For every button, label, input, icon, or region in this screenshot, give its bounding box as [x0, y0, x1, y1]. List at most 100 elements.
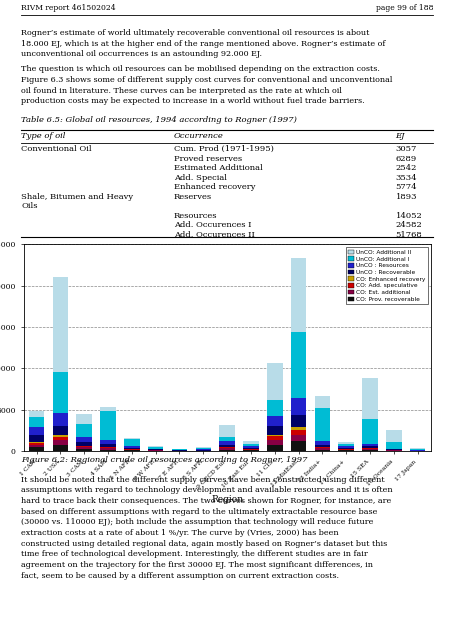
Bar — [243, 448, 258, 449]
Bar — [267, 435, 282, 436]
Text: Enhanced recovery: Enhanced recovery — [174, 183, 255, 191]
Bar — [362, 450, 377, 451]
Bar — [267, 400, 282, 417]
Bar — [124, 446, 139, 448]
Bar — [29, 428, 44, 435]
Bar — [53, 413, 68, 426]
Bar — [76, 436, 92, 442]
Bar — [100, 440, 115, 444]
X-axis label: Region: Region — [211, 495, 243, 504]
Bar — [362, 449, 377, 450]
Text: 1893: 1893 — [395, 193, 416, 201]
Bar — [314, 447, 329, 448]
Bar — [409, 449, 424, 450]
Bar — [147, 449, 163, 450]
Bar — [243, 450, 258, 451]
Bar — [267, 363, 282, 400]
Bar — [362, 419, 377, 444]
Bar — [267, 445, 282, 451]
Bar — [171, 449, 187, 450]
Bar — [219, 441, 235, 445]
Bar — [290, 258, 306, 332]
Bar — [290, 429, 306, 435]
Bar — [53, 276, 68, 372]
Bar — [362, 447, 377, 448]
Bar — [219, 449, 235, 451]
Text: Reserves: Reserves — [174, 193, 212, 201]
Text: Type of oil: Type of oil — [21, 132, 65, 140]
Bar — [243, 446, 258, 448]
Bar — [290, 441, 306, 451]
Text: Conventional Oil: Conventional Oil — [21, 145, 92, 153]
Text: RIVM report 461502024: RIVM report 461502024 — [21, 3, 115, 12]
Text: 6289: 6289 — [395, 155, 416, 163]
Bar — [338, 444, 353, 446]
Text: Shale, Bitumen and Heavy: Shale, Bitumen and Heavy — [21, 193, 133, 201]
Text: Table 6.5: Global oil resources, 1994 according to Rogner (1997): Table 6.5: Global oil resources, 1994 ac… — [21, 116, 296, 124]
Bar — [290, 435, 306, 441]
Bar — [267, 436, 282, 440]
Bar — [338, 450, 353, 451]
Text: 5774: 5774 — [395, 183, 416, 191]
Text: 3534: 3534 — [395, 173, 416, 182]
Bar — [53, 440, 68, 445]
Bar — [76, 414, 92, 424]
Text: 3057: 3057 — [395, 145, 416, 153]
Bar — [314, 441, 329, 445]
Bar — [29, 435, 44, 442]
Bar — [29, 411, 44, 417]
Bar — [29, 445, 44, 447]
Bar — [267, 426, 282, 435]
Bar — [385, 442, 400, 449]
Bar — [76, 442, 92, 446]
Bar — [314, 396, 329, 408]
Bar — [195, 448, 211, 449]
Bar — [267, 440, 282, 445]
Text: Add. Occurences II: Add. Occurences II — [174, 230, 254, 239]
Bar — [124, 448, 139, 449]
Bar — [362, 444, 377, 447]
Bar — [219, 447, 235, 448]
Bar — [338, 448, 353, 449]
Text: Proved reserves: Proved reserves — [174, 155, 242, 163]
Legend: UnCO: Additional II, UnCO: Additional I, UnCO : Resources, UnCO : Recoverable, C: UnCO: Additional II, UnCO: Additional I,… — [345, 247, 427, 304]
Text: Rogner’s estimate of world ultimately recoverable conventional oil resources is : Rogner’s estimate of world ultimately re… — [21, 29, 385, 58]
Bar — [314, 448, 329, 449]
Text: Oils: Oils — [21, 202, 38, 210]
Bar — [219, 437, 235, 441]
Bar — [195, 447, 211, 448]
Bar — [100, 444, 115, 447]
Text: page 99 of 188: page 99 of 188 — [375, 3, 432, 12]
Bar — [76, 424, 92, 436]
Bar — [100, 447, 115, 448]
Bar — [219, 448, 235, 449]
Bar — [53, 445, 68, 451]
Bar — [409, 448, 424, 449]
Bar — [219, 445, 235, 447]
Bar — [243, 444, 258, 446]
Bar — [338, 442, 353, 444]
Text: Add. Special: Add. Special — [174, 173, 226, 182]
Bar — [100, 411, 115, 440]
Bar — [76, 447, 92, 449]
Text: 2542: 2542 — [395, 164, 416, 172]
Bar — [243, 441, 258, 444]
Text: Estimated Additional: Estimated Additional — [174, 164, 262, 172]
Bar — [338, 446, 353, 448]
Bar — [53, 372, 68, 413]
Text: Cum. Prod (1971-1995): Cum. Prod (1971-1995) — [174, 145, 273, 153]
Bar — [100, 406, 115, 411]
Bar — [219, 425, 235, 437]
Bar — [124, 438, 139, 440]
Text: The question is which oil resources can be mobilised depending on the extraction: The question is which oil resources can … — [21, 65, 392, 106]
Bar — [290, 428, 306, 429]
Text: It should be noted that the different supply curves have been constructed using : It should be noted that the different su… — [21, 476, 392, 580]
Bar — [76, 449, 92, 451]
Bar — [100, 449, 115, 451]
Text: Figure 6.2: Regional crude oil resources according to Rogner, 1997: Figure 6.2: Regional crude oil resources… — [21, 456, 307, 465]
Bar — [290, 332, 306, 398]
Text: 51768: 51768 — [395, 230, 421, 239]
Bar — [124, 450, 139, 451]
Text: EJ: EJ — [395, 132, 404, 140]
Text: Occurrence: Occurrence — [174, 132, 223, 140]
